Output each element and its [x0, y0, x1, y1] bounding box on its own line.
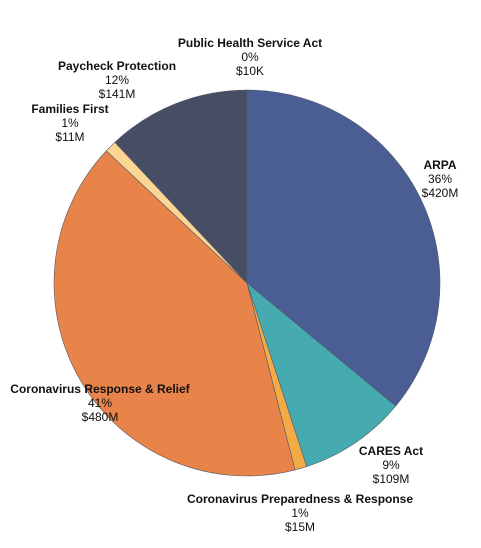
slice-name: Coronavirus Preparedness & Response	[187, 492, 413, 506]
slice-name: Families First	[31, 102, 108, 116]
pie-slice	[53, 150, 296, 477]
slice-amount: $11M	[55, 130, 84, 144]
slice-percent: 1%	[291, 506, 309, 520]
slice-percent: 9%	[382, 458, 400, 472]
slice-percent: 1%	[61, 116, 79, 130]
slice-name: Coronavirus Response & Relief	[10, 382, 190, 396]
slice-amount: $15M	[285, 520, 315, 534]
slice-percent: 0%	[241, 50, 259, 64]
slice-name: CARES Act	[359, 444, 423, 458]
slice-percent: 12%	[105, 73, 129, 87]
slice-amount: $109M	[373, 472, 410, 486]
slice-amount: $480M	[82, 410, 119, 424]
slice-name: Public Health Service Act	[178, 36, 322, 50]
slice-name: Paycheck Protection	[58, 59, 176, 73]
slice-percent: 41%	[88, 396, 112, 410]
slice-percent: 36%	[428, 172, 452, 186]
slice-amount: $141M	[99, 87, 136, 101]
pie-slice	[246, 282, 397, 467]
pie-slice	[246, 89, 441, 407]
pie-slice	[114, 89, 248, 284]
slice-amount: $10K	[236, 64, 264, 78]
slice-amount: $420M	[422, 186, 459, 200]
slice-name: ARPA	[423, 158, 456, 172]
